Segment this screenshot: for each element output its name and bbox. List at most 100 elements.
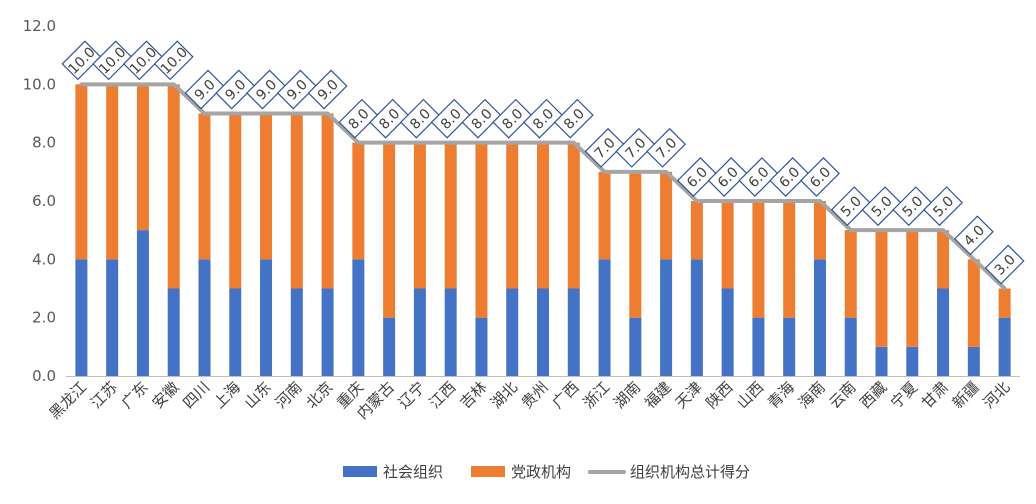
data-label-box xyxy=(92,40,133,81)
bar-dangzheng-jigou xyxy=(783,201,796,318)
data-label-box xyxy=(646,127,687,168)
x-tick-label: 甘肃 xyxy=(918,378,952,412)
x-tick-label: 陕西 xyxy=(703,378,737,412)
data-label-box xyxy=(830,186,871,227)
x-tick-label: 吉林 xyxy=(456,378,490,412)
bar-dangzheng-jigou xyxy=(167,84,180,289)
bar-shehui-zuzhi xyxy=(106,259,119,376)
bar-dangzheng-jigou xyxy=(383,142,396,318)
bar-dangzheng-jigou xyxy=(290,113,303,289)
data-label: 10.0 xyxy=(122,40,163,81)
data-label: 4.0 xyxy=(953,215,994,256)
bar-shehui-zuzhi xyxy=(783,317,796,376)
bar-dangzheng-jigou xyxy=(844,230,857,318)
bar-dangzheng-jigou xyxy=(198,113,211,260)
bar-shehui-zuzhi xyxy=(229,288,242,376)
bar-dangzheng-jigou xyxy=(721,201,734,289)
x-tick-label: 湖南 xyxy=(610,378,644,412)
legend-label-dangzheng-jigou: 党政机构 xyxy=(511,463,571,481)
data-label: 6.0 xyxy=(769,157,810,197)
bar-shehui-zuzhi xyxy=(567,288,580,376)
data-label: 9.0 xyxy=(307,69,348,110)
x-tick-label: 山西 xyxy=(733,378,767,412)
bar-dangzheng-jigou xyxy=(967,259,980,347)
data-label-box xyxy=(399,98,440,139)
data-label: 7.0 xyxy=(646,127,687,168)
y-tick-label: 10.0 xyxy=(23,75,56,93)
x-tick-label: 山东 xyxy=(241,378,275,412)
y-tick-label: 0.0 xyxy=(32,367,56,385)
data-label-box xyxy=(461,98,502,139)
bar-shehui-zuzhi xyxy=(875,346,888,376)
bar-shehui-zuzhi xyxy=(598,259,611,376)
data-label-box xyxy=(738,157,779,197)
bar-dangzheng-jigou xyxy=(660,171,673,260)
data-label: 10.0 xyxy=(61,40,102,81)
x-tick-label: 贵州 xyxy=(518,378,552,412)
data-label: 10.0 xyxy=(153,40,194,81)
data-label-box xyxy=(861,186,902,227)
bar-shehui-zuzhi xyxy=(537,288,549,376)
y-tick-label: 4.0 xyxy=(32,250,56,268)
data-label-box xyxy=(122,40,163,81)
bar-dangzheng-jigou xyxy=(352,142,365,260)
bar-shehui-zuzhi xyxy=(260,259,273,376)
data-label-box xyxy=(369,98,410,139)
data-label-box xyxy=(276,69,317,110)
x-tick-label: 西藏 xyxy=(856,378,890,412)
x-tick-label: 上海 xyxy=(210,378,244,412)
data-label: 7.0 xyxy=(615,127,656,168)
bar-shehui-zuzhi xyxy=(352,259,365,376)
data-label-box xyxy=(953,215,994,256)
bar-dangzheng-jigou xyxy=(475,142,488,318)
x-tick-label: 河南 xyxy=(272,378,306,412)
data-label-box xyxy=(307,69,348,110)
bar-dangzheng-jigou xyxy=(321,113,334,289)
x-tick-label: 海南 xyxy=(795,378,829,412)
data-label-box xyxy=(246,69,286,110)
data-label: 5.0 xyxy=(923,186,964,227)
total-score-line xyxy=(79,82,1007,291)
bar-shehui-zuzhi xyxy=(906,346,919,376)
data-label: 7.0 xyxy=(584,127,625,168)
bar-dangzheng-jigou xyxy=(813,201,826,260)
bar-shehui-zuzhi xyxy=(844,317,857,376)
data-label-box xyxy=(523,98,563,139)
x-tick-label: 广东 xyxy=(118,378,152,412)
bar-dangzheng-jigou xyxy=(75,84,88,260)
bar-shehui-zuzhi xyxy=(75,259,88,376)
y-tick-label: 8.0 xyxy=(32,134,56,152)
bar-dangzheng-jigou xyxy=(567,142,580,289)
bar-dangzheng-jigou xyxy=(506,142,519,289)
data-label: 9.0 xyxy=(276,69,317,110)
bar-dangzheng-jigou xyxy=(906,230,919,347)
data-label: 10.0 xyxy=(92,40,133,81)
bar-dangzheng-jigou xyxy=(413,142,426,289)
x-tick-label: 云南 xyxy=(826,378,860,412)
bar-shehui-zuzhi xyxy=(321,288,334,376)
data-label-box xyxy=(707,157,748,197)
bar-shehui-zuzhi xyxy=(752,317,765,376)
bar-dangzheng-jigou xyxy=(444,142,457,289)
data-label: 8.0 xyxy=(369,98,410,139)
legend-swatch-dangzheng-jigou xyxy=(471,466,505,477)
total-line xyxy=(79,82,1007,291)
bar-shehui-zuzhi xyxy=(721,288,734,376)
data-label-box xyxy=(892,186,933,227)
x-tick-label: 浙江 xyxy=(579,378,613,412)
y-tick-label: 2.0 xyxy=(32,309,56,327)
bar-dangzheng-jigou xyxy=(875,230,888,347)
bar-dangzheng-jigou xyxy=(937,230,950,289)
data-label-box xyxy=(184,69,225,110)
data-label: 8.0 xyxy=(399,98,440,139)
data-label-box xyxy=(984,244,1025,285)
bar-shehui-zuzhi xyxy=(444,288,457,376)
data-label: 8.0 xyxy=(553,98,594,139)
bar-dangzheng-jigou xyxy=(260,113,273,260)
data-label: 9.0 xyxy=(246,69,286,110)
bar-dangzheng-jigou xyxy=(136,84,149,231)
data-label-box xyxy=(215,69,256,110)
data-label: 6.0 xyxy=(738,157,779,197)
data-label-box xyxy=(430,98,471,139)
data-label-box xyxy=(492,98,533,139)
